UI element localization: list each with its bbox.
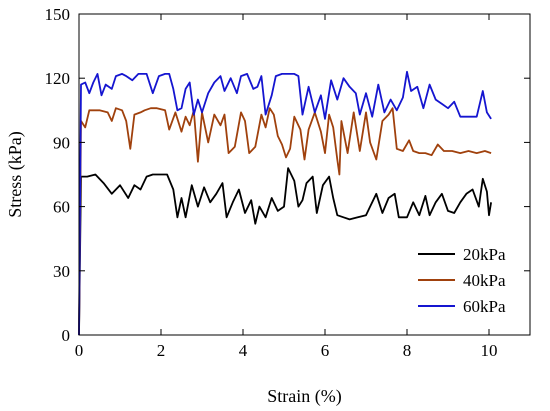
legend-label: 20kPa (463, 245, 506, 264)
series-line-60kPa (78, 70, 492, 336)
x-axis-title: Strain (%) (267, 386, 341, 407)
plot-frame (78, 13, 531, 336)
series-line-40kPa (78, 107, 492, 336)
y-tick-label: 120 (45, 69, 71, 88)
y-tick-label: 150 (45, 5, 71, 24)
x-tick-label: 6 (321, 341, 330, 360)
ticks-layer: 0 2 4 6 8 10 0 30 60 90 120 150 (45, 5, 530, 360)
series-line-20kPa (78, 167, 492, 336)
legend: 20kPa 40kPa 60kPa (418, 245, 506, 316)
y-tick-label: 0 (62, 326, 71, 345)
y-axis-title: Stress (kPa) (5, 131, 26, 218)
x-tick-label: 2 (157, 341, 166, 360)
series-layer (78, 70, 492, 336)
x-tick-label: 8 (403, 341, 412, 360)
x-tick-label: 0 (75, 341, 84, 360)
y-tick-label: 60 (53, 198, 70, 217)
legend-label: 60kPa (463, 297, 506, 316)
y-tick-label: 90 (53, 133, 70, 152)
legend-label: 40kPa (463, 271, 506, 290)
y-tick-label: 30 (53, 262, 70, 281)
x-tick-label: 4 (239, 341, 248, 360)
x-tick-label: 10 (481, 341, 498, 360)
